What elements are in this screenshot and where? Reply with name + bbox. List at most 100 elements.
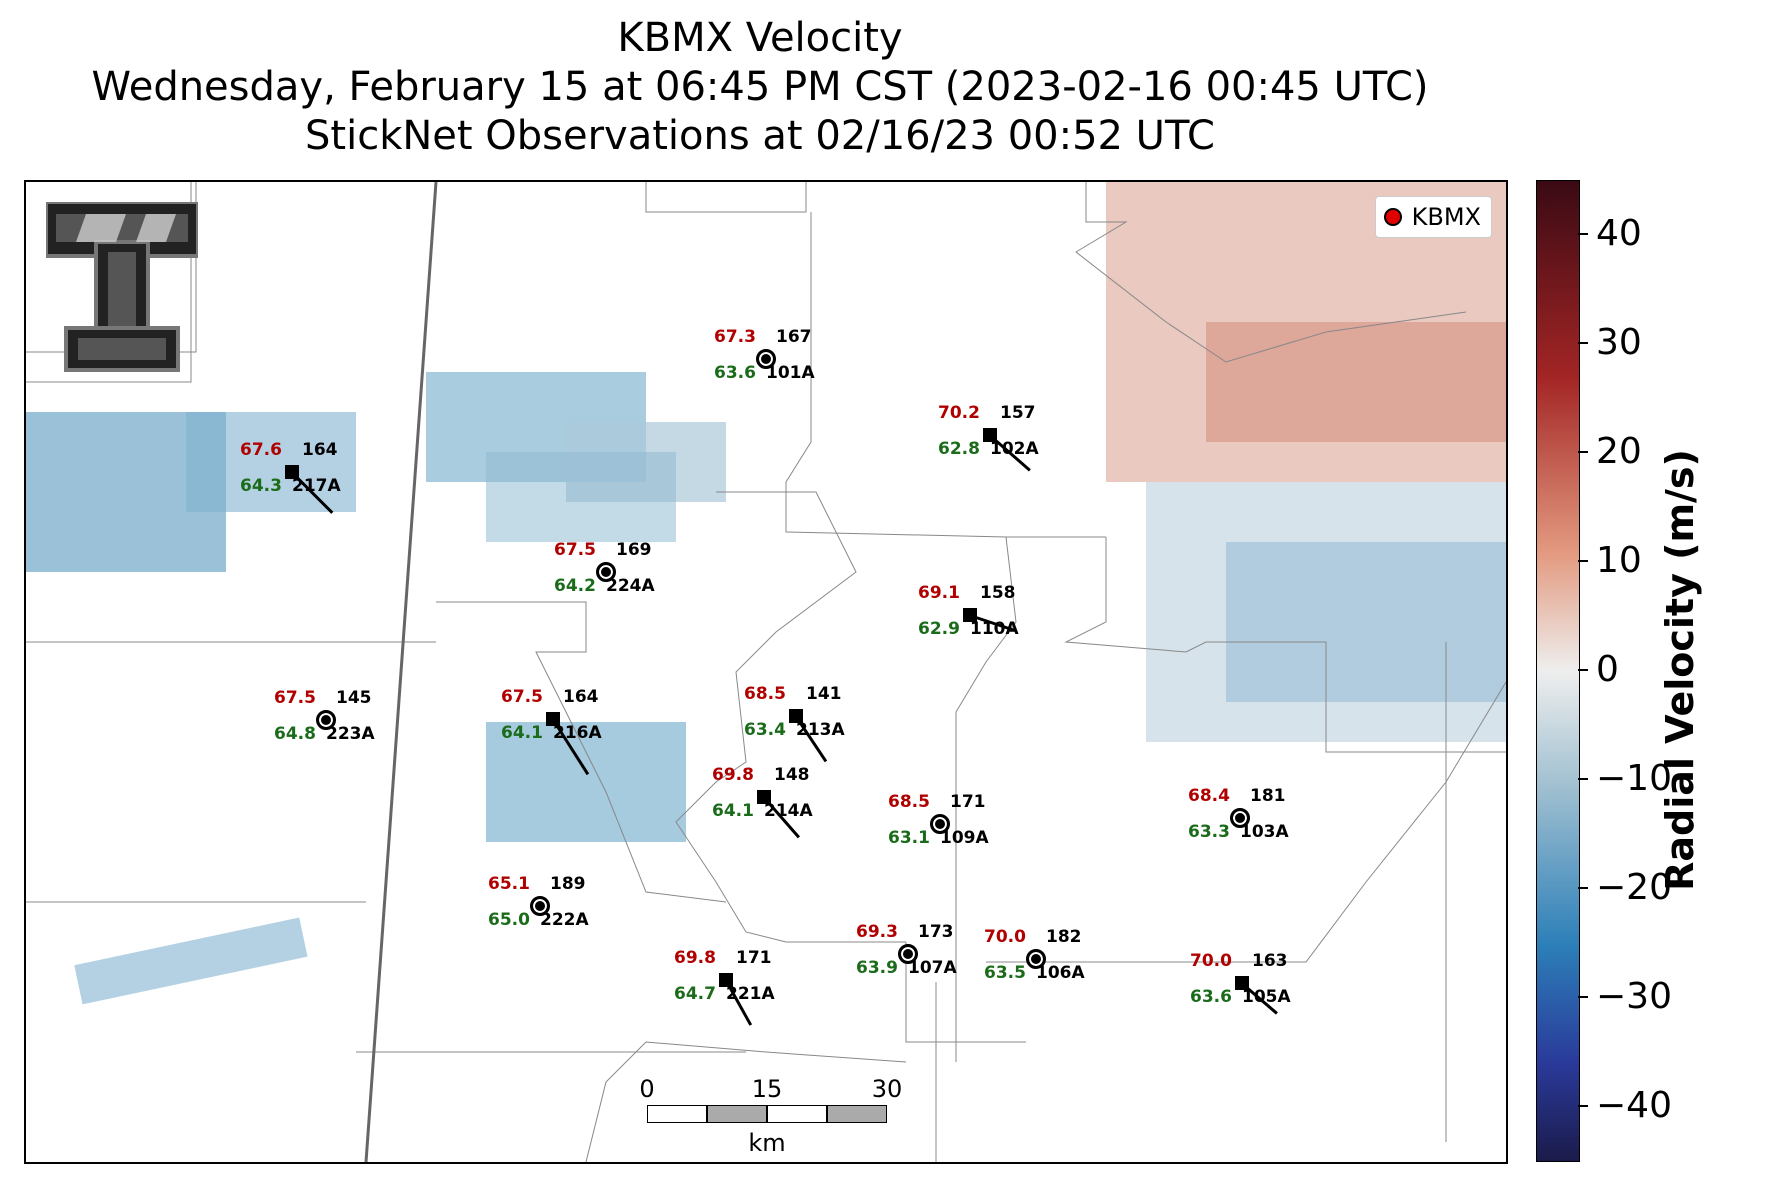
scale-bar: 0 15 30 km — [639, 1075, 902, 1157]
station-pressure: 157 — [1000, 403, 1036, 423]
colorbar-tick-label: 30 — [1596, 322, 1642, 364]
station-temperature: 68.5 — [744, 684, 786, 704]
station-temperature: 67.3 — [714, 327, 756, 347]
station-temperature: 69.8 — [712, 765, 754, 785]
station-dewpoint: 63.6 — [1190, 987, 1232, 1007]
station-temperature: 68.4 — [1188, 786, 1230, 806]
station-marker-icon — [1230, 808, 1250, 828]
station-pressure: 145 — [336, 688, 372, 708]
kbmx-marker-icon — [1383, 208, 1402, 226]
map-background — [26, 182, 1506, 1162]
station-temperature: 67.5 — [554, 540, 596, 560]
scale-tick: 30 — [871, 1075, 903, 1103]
station-pressure: 141 — [806, 684, 842, 704]
scale-tick: 15 — [751, 1075, 783, 1103]
colorbar-tick-label: 0 — [1596, 649, 1619, 690]
station-temperature: 70.2 — [938, 403, 980, 423]
station-pressure: 181 — [1250, 786, 1286, 806]
colorbar-title: Radial Velocity (m/s) — [1658, 449, 1702, 891]
scale-segment — [767, 1105, 827, 1123]
station-pressure: 158 — [980, 583, 1016, 603]
colorbar-tick-label: −20 — [1596, 866, 1672, 908]
station-temperature: 69.8 — [674, 948, 716, 968]
chart-title: KBMX Velocity — [617, 15, 903, 61]
texas-tech-logo — [46, 202, 198, 378]
station-dewpoint: 64.7 — [674, 984, 716, 1004]
station-id: 110A — [970, 619, 1019, 639]
colorbar-tick — [1578, 342, 1588, 345]
colorbar-tick — [1578, 1104, 1588, 1107]
station-id: 214A — [764, 801, 813, 821]
station-marker-icon — [530, 896, 550, 916]
station-pressure: 163 — [1252, 951, 1288, 971]
station-pressure: 171 — [736, 948, 772, 968]
legend-label: KBMX — [1411, 203, 1481, 231]
colorbar-tick — [1578, 233, 1588, 236]
colorbar-tick-label: 20 — [1596, 431, 1642, 473]
station-id: 109A — [940, 828, 989, 848]
station-dewpoint: 63.3 — [1188, 822, 1230, 842]
station-dewpoint: 64.1 — [712, 801, 754, 821]
station-pressure: 167 — [776, 327, 812, 347]
state-line — [364, 182, 438, 1162]
station-pressure: 164 — [563, 687, 599, 707]
colorbar-tick-label: −30 — [1596, 975, 1672, 1017]
station-id: 224A — [606, 576, 655, 596]
station-marker-icon — [316, 710, 336, 730]
station-dewpoint: 64.8 — [274, 724, 316, 744]
station-dewpoint: 63.9 — [856, 958, 898, 978]
station-temperature: 65.1 — [488, 874, 530, 894]
station-temperature: 69.3 — [856, 922, 898, 942]
station-pressure: 173 — [918, 922, 954, 942]
station-dewpoint: 64.3 — [240, 476, 282, 496]
colorbar-tick — [1578, 886, 1588, 889]
colorbar-tick-label: 10 — [1596, 540, 1642, 582]
station-dewpoint: 63.6 — [714, 363, 756, 383]
velocity-echoes — [26, 182, 1506, 1005]
colorbar-tick-label: −10 — [1596, 757, 1672, 799]
scale-segment — [827, 1105, 887, 1123]
scale-tick: 0 — [639, 1075, 655, 1103]
station-temperature: 67.5 — [501, 687, 543, 707]
station-pressure: 148 — [774, 765, 810, 785]
station-id: 217A — [292, 476, 341, 496]
station-marker-icon — [930, 814, 950, 834]
station-temperature: 69.1 — [918, 583, 960, 603]
station-temperature: 70.0 — [1190, 951, 1232, 971]
scale-segment — [647, 1105, 707, 1123]
station-temperature: 67.6 — [240, 440, 282, 460]
station-dewpoint: 64.1 — [501, 723, 543, 743]
station-dewpoint: 64.2 — [554, 576, 596, 596]
scale-unit: km — [748, 1129, 786, 1157]
station-marker-icon — [756, 349, 776, 369]
station-pressure: 189 — [550, 874, 586, 894]
county-lines — [26, 182, 1506, 1162]
chart-subtitle-time: Wednesday, February 15 at 06:45 PM CST (… — [91, 64, 1429, 110]
station-temperature: 68.5 — [888, 792, 930, 812]
station-id: 106A — [1036, 963, 1085, 983]
colorbar-tick-label: −40 — [1596, 1084, 1672, 1126]
station-marker-icon — [1026, 949, 1046, 969]
station-pressure: 169 — [616, 540, 652, 560]
scale-segment — [707, 1105, 767, 1123]
colorbar-tick — [1578, 995, 1588, 998]
station-pressure: 164 — [302, 440, 338, 460]
station-id: 101A — [766, 363, 815, 383]
station-pressure: 182 — [1046, 927, 1082, 947]
station-dewpoint: 62.9 — [918, 619, 960, 639]
chart-subtitle-observations: StickNet Observations at 02/16/23 00:52 … — [305, 113, 1215, 159]
station-id: 222A — [540, 910, 589, 930]
map-legend: KBMX — [1374, 196, 1492, 238]
colorbar-tick — [1578, 777, 1588, 780]
station-dewpoint: 65.0 — [488, 910, 530, 930]
station-dewpoint: 63.4 — [744, 720, 786, 740]
colorbar-tick — [1578, 560, 1588, 563]
station-id: 223A — [326, 724, 375, 744]
station-id: 103A — [1240, 822, 1289, 842]
colorbar — [1536, 180, 1580, 1162]
station-pressure: 171 — [950, 792, 986, 812]
station-dewpoint: 62.8 — [938, 439, 980, 459]
station-marker-icon — [596, 562, 616, 582]
radar-map: KBMX 67.3 167 63.6 101A 70.2 157 62.8 102A 67.6 1… — [24, 180, 1508, 1164]
station-temperature: 70.0 — [984, 927, 1026, 947]
